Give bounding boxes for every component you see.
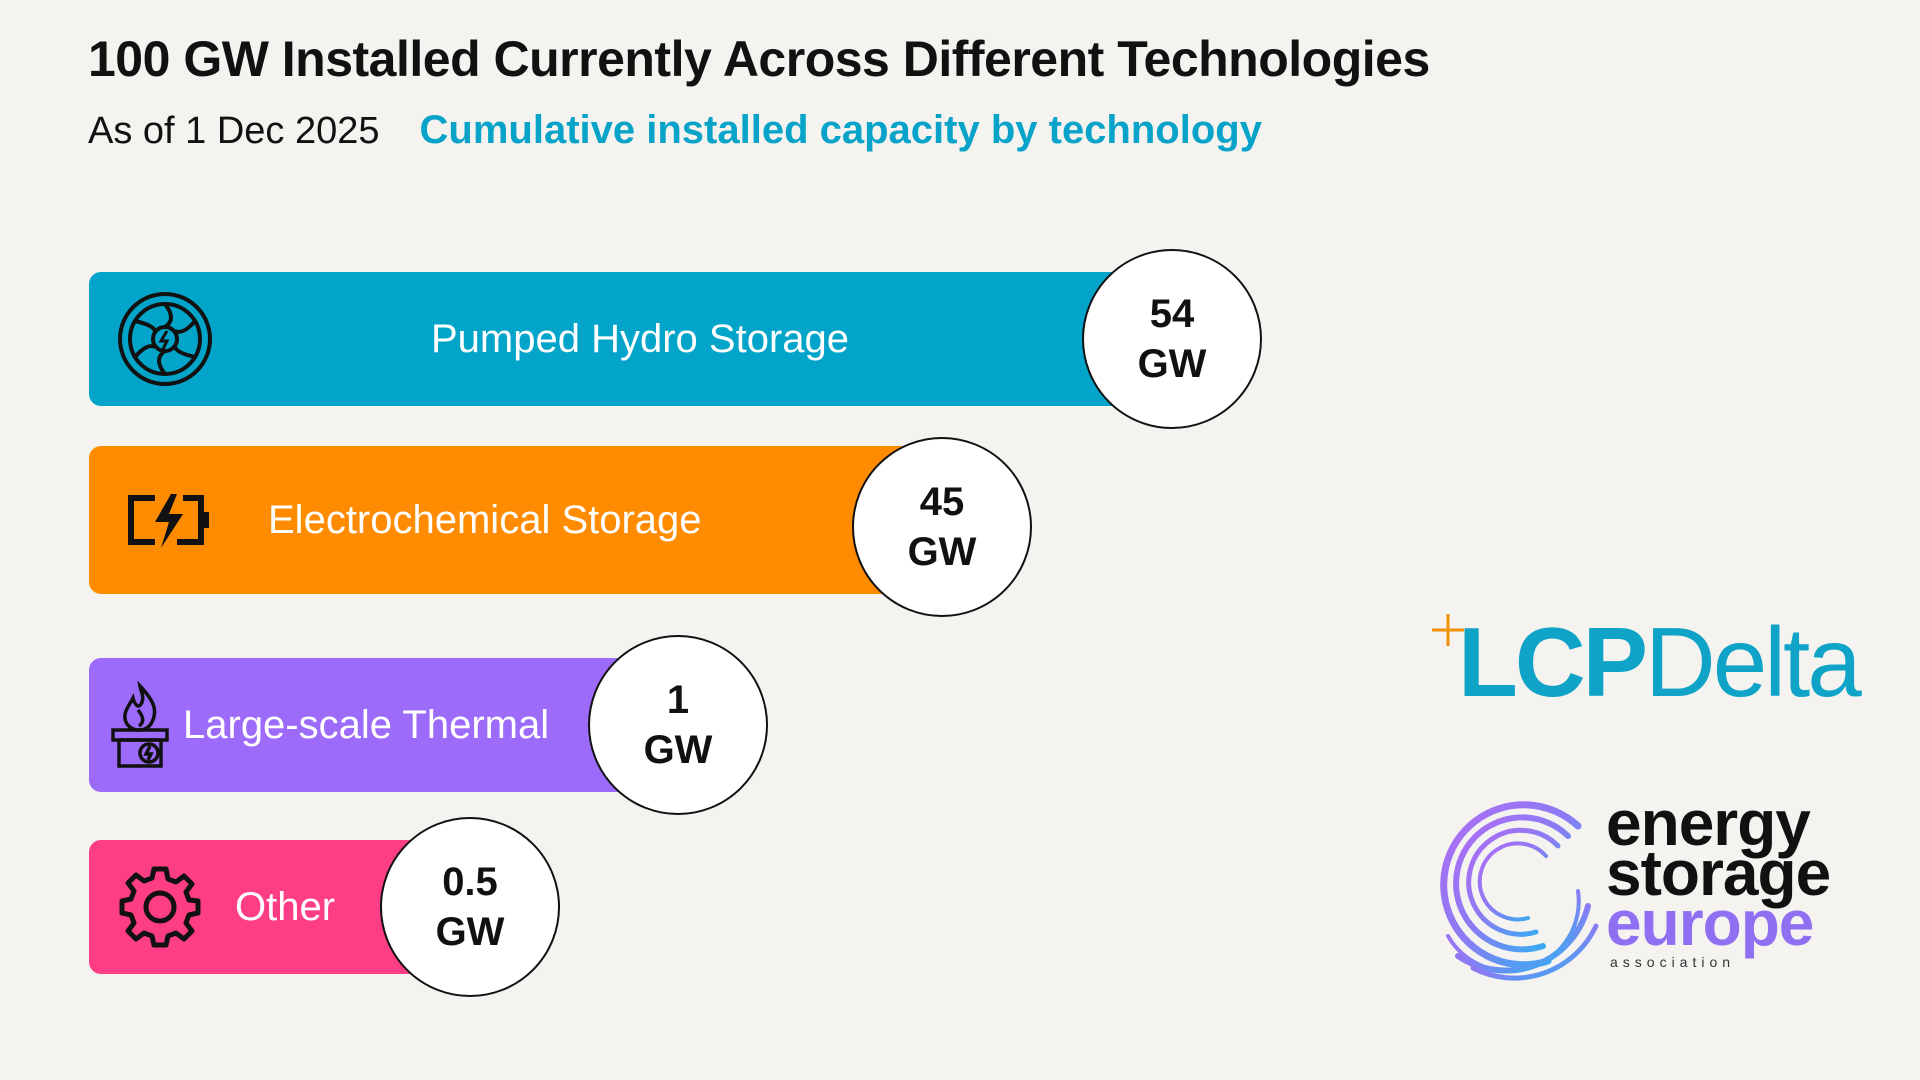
ese-storage-text: storage (1606, 837, 1831, 909)
lcpdelta-logo-text: LCPDelta (1458, 602, 1862, 722)
bar-pumped-hydro-storage (89, 272, 1172, 406)
bar-electrochemical-storage (89, 446, 942, 594)
bar-large-scale-thermal (89, 658, 678, 792)
ese-energy-text: energy (1606, 787, 1811, 859)
bar-label: Other (235, 885, 336, 929)
turbine-icon (115, 272, 215, 406)
energy-storage-europe-logo: energy storage europe association (1428, 786, 1868, 996)
as-of-date: As of 1 Dec 2025 (88, 110, 380, 152)
plus-icon (1432, 614, 1464, 646)
chart-title: 100 GW Installed Currently Across Differ… (88, 31, 1430, 87)
unit-label: GW (435, 910, 505, 954)
ese-association-text: association (1610, 954, 1736, 970)
battery-icon (125, 446, 215, 594)
lcpdelta-logo: LCPDelta (1428, 602, 1868, 722)
unit-label: GW (643, 728, 713, 772)
value-bubble: 1 GW (588, 635, 768, 815)
value-bubble: 0.5 GW (380, 817, 560, 997)
value-label: 54 (1149, 292, 1195, 336)
delta-wordmark: Delta (1645, 607, 1862, 717)
swirl-icon (1440, 801, 1599, 981)
value-bubble: 54 GW (1082, 249, 1262, 429)
value-label: 0.5 (442, 860, 498, 904)
lcp-wordmark: LCP (1458, 607, 1648, 717)
gear-icon (118, 840, 202, 974)
unit-label: GW (907, 530, 977, 574)
value-bubble: 45 GW (852, 437, 1032, 617)
chart-subtitle: Cumulative installed capacity by technol… (419, 108, 1262, 152)
bar-label: Large-scale Thermal (183, 703, 550, 747)
value-label: 1 (666, 678, 690, 722)
ese-europe-text: europe (1606, 887, 1814, 959)
bar-label: Electrochemical Storage (268, 498, 702, 542)
thermal-icon (105, 658, 175, 792)
subtitle-row: As of 1 Dec 2025 Cumulative installed ca… (88, 108, 1262, 153)
value-label: 45 (919, 480, 965, 524)
unit-label: GW (1137, 342, 1207, 386)
bar-label: Pumped Hydro Storage (430, 317, 850, 361)
